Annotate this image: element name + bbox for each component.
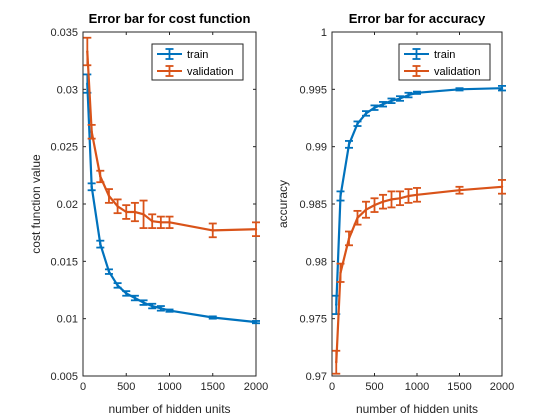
data-point bbox=[211, 316, 214, 319]
legend-box bbox=[151, 43, 244, 81]
data-point bbox=[116, 284, 119, 287]
series-validation bbox=[83, 36, 260, 239]
data-point bbox=[458, 88, 461, 91]
data-point bbox=[407, 93, 410, 97]
data-point bbox=[373, 203, 376, 207]
data-point bbox=[107, 270, 111, 273]
x-tick-label: 2000 bbox=[244, 381, 268, 393]
data-point bbox=[407, 194, 410, 198]
data-point bbox=[500, 185, 504, 188]
y-tick-label: 0.03 bbox=[57, 84, 78, 96]
x-tick-label: 500 bbox=[365, 381, 383, 393]
data-point bbox=[254, 228, 258, 231]
data-point bbox=[159, 221, 163, 224]
chart-title: Error bar for cost function bbox=[89, 11, 251, 26]
legend: train validation bbox=[398, 43, 491, 81]
y-axis-label: accuracy bbox=[276, 180, 290, 228]
data-point bbox=[142, 301, 145, 304]
series-train bbox=[332, 84, 506, 315]
y-tick-label: 0.01 bbox=[57, 314, 78, 326]
x-tick-label: 500 bbox=[117, 381, 135, 393]
data-point bbox=[86, 50, 89, 53]
y-tick-label: 0.995 bbox=[299, 84, 327, 96]
data-point bbox=[381, 103, 385, 106]
y-tick-label: 0.02 bbox=[57, 199, 78, 211]
y-tick-label: 0.005 bbox=[50, 371, 78, 383]
data-point bbox=[168, 221, 171, 224]
legend-label-validation: validation bbox=[187, 66, 233, 78]
data-point bbox=[159, 307, 163, 310]
y-tick-label: 0.015 bbox=[50, 256, 78, 268]
data-point bbox=[151, 220, 154, 223]
legend-label-train: train bbox=[434, 49, 455, 61]
data-point bbox=[99, 242, 102, 246]
data-point bbox=[356, 122, 359, 125]
data-point bbox=[339, 194, 342, 198]
x-tick-label: 1500 bbox=[201, 381, 225, 393]
data-point bbox=[116, 205, 119, 208]
y-axis-label: cost function value bbox=[29, 154, 43, 254]
data-point bbox=[335, 303, 338, 307]
data-point bbox=[90, 185, 93, 188]
y-tick-label: 0.025 bbox=[50, 142, 78, 154]
data-point bbox=[415, 193, 419, 197]
legend-box bbox=[398, 43, 491, 81]
data-point bbox=[390, 198, 393, 201]
data-point bbox=[500, 86, 504, 90]
data-point bbox=[168, 309, 171, 312]
data-point bbox=[390, 99, 393, 103]
data-point bbox=[151, 304, 154, 308]
x-tick-label: 1500 bbox=[447, 381, 471, 393]
y-tick-label: 1 bbox=[321, 27, 327, 39]
data-point bbox=[125, 292, 128, 295]
y-tick-label: 0.035 bbox=[50, 27, 78, 39]
data-point bbox=[142, 213, 145, 216]
y-tick-label: 0.99 bbox=[306, 142, 327, 154]
y-tick-label: 0.98 bbox=[306, 256, 327, 268]
series-train bbox=[83, 73, 260, 325]
data-point bbox=[415, 91, 419, 94]
accuracy-chart: 0 500 1000 1500 2000 0.97 0.975 0.98 0.985 0.99 0.… bbox=[276, 11, 514, 416]
y-tick-label: 0.975 bbox=[299, 314, 327, 326]
data-point bbox=[373, 106, 376, 109]
data-point bbox=[347, 143, 351, 146]
x-tick-label: 1000 bbox=[157, 381, 181, 393]
legend: train validation bbox=[151, 43, 244, 81]
cost-chart: 0 500 1000 1500 2000 0.005 0.01 0.015 0.02 0.025 0… bbox=[29, 11, 268, 416]
x-tick-label: 0 bbox=[329, 381, 335, 393]
data-point bbox=[254, 320, 258, 324]
x-tick-label: 0 bbox=[80, 381, 86, 393]
data-point bbox=[356, 216, 359, 219]
x-tick-label: 2000 bbox=[490, 381, 514, 393]
data-point bbox=[347, 237, 351, 240]
data-point bbox=[364, 112, 368, 115]
data-point bbox=[398, 97, 402, 100]
data-point bbox=[398, 197, 402, 200]
y-tick-label: 0.97 bbox=[306, 371, 327, 383]
data-point bbox=[335, 361, 338, 364]
data-point bbox=[364, 208, 368, 211]
data-point bbox=[458, 189, 461, 192]
data-point bbox=[125, 210, 128, 214]
data-point bbox=[90, 130, 93, 133]
x-tick-label: 1000 bbox=[405, 381, 429, 393]
data-point bbox=[211, 229, 214, 232]
data-point bbox=[107, 194, 111, 198]
x-axis-label: number of hidden units bbox=[108, 402, 230, 416]
legend-label-train: train bbox=[187, 49, 208, 61]
chart-title: Error bar for accuracy bbox=[349, 11, 486, 26]
x-axis-label: number of hidden units bbox=[356, 402, 478, 416]
series-validation bbox=[332, 179, 506, 375]
data-point bbox=[133, 296, 137, 300]
legend-label-validation: validation bbox=[434, 66, 480, 78]
data-point bbox=[133, 210, 137, 214]
y-tick-label: 0.985 bbox=[299, 199, 327, 211]
data-point bbox=[381, 200, 385, 203]
data-point bbox=[339, 271, 342, 274]
data-point bbox=[99, 175, 102, 178]
